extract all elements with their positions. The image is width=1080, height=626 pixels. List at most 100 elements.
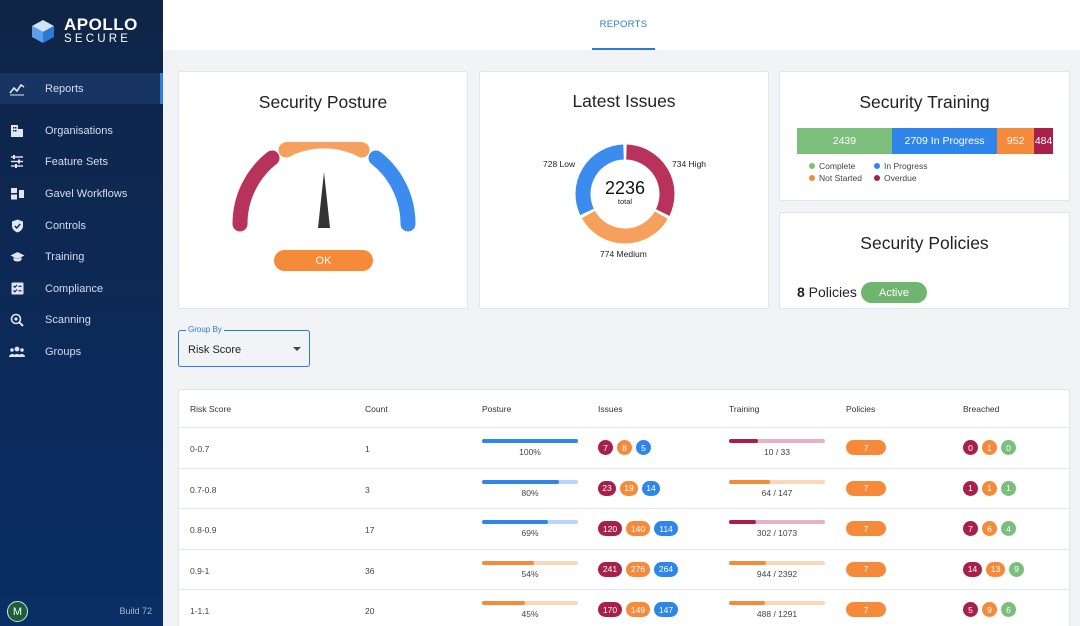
breached-badge[interactable]: 0 <box>1001 440 1016 455</box>
breached-badge[interactable]: 7 <box>963 521 978 536</box>
column-header-risk-score[interactable]: Risk Score <box>190 404 232 414</box>
legend-in-progress: In Progress <box>874 161 927 171</box>
brand-logo[interactable]: APOLLO SECURE <box>30 16 138 46</box>
policies-status-badge: Active <box>861 282 927 303</box>
issue-count-badge[interactable]: 7 <box>598 440 613 455</box>
sidebar-item-label: Groups <box>45 345 82 358</box>
issue-count-badge[interactable]: 140 <box>626 521 650 536</box>
issues-high-label: 734 High <box>672 159 707 169</box>
sidebar-item-training[interactable]: Training <box>0 241 163 272</box>
column-header-posture[interactable]: Posture <box>482 404 512 414</box>
security-posture-card: Security Posture OK <box>178 71 468 309</box>
breached-badge[interactable]: 1 <box>1001 480 1016 496</box>
sidebar-item-controls[interactable]: Controls <box>0 210 163 241</box>
sidebar-item-reports[interactable]: Reports <box>0 73 163 104</box>
training-bar <box>729 520 825 524</box>
building-icon <box>9 123 25 139</box>
issue-count-badge[interactable]: 241 <box>598 561 622 577</box>
column-header-training[interactable]: Training <box>729 404 760 414</box>
posture-bar <box>482 520 578 524</box>
issue-count-badge[interactable]: 264 <box>654 561 678 577</box>
breached-badge[interactable]: 1 <box>963 480 978 496</box>
posture-value: 54% <box>521 568 539 579</box>
legend-label: Complete <box>819 161 856 171</box>
sidebar-item-label: Reports <box>45 82 84 95</box>
column-header-issues[interactable]: Issues <box>598 404 623 414</box>
breached-badge[interactable]: 0 <box>963 440 978 455</box>
breached-badge[interactable]: 9 <box>1009 561 1024 577</box>
risk-score-cell: 0-0.7 <box>190 444 210 454</box>
training-bar-fill <box>729 601 766 605</box>
security-training-card: Security Training 2439 2709 In Progress … <box>779 71 1070 201</box>
checklist-icon <box>9 281 25 297</box>
breached-badge[interactable]: 13 <box>986 561 1005 577</box>
posture-status-button[interactable]: OK <box>274 250 373 271</box>
avatar[interactable]: M <box>7 601 28 622</box>
breached-badge[interactable]: 5 <box>963 602 978 617</box>
issue-count-badge[interactable]: 170 <box>598 602 622 617</box>
training-bar <box>729 560 825 565</box>
issue-count-badge[interactable]: 120 <box>598 521 622 536</box>
issue-count-badge[interactable]: 19 <box>620 480 638 496</box>
breached-badge[interactable]: 4 <box>1001 521 1016 536</box>
legend-label: In Progress <box>884 161 928 171</box>
table-row[interactable]: 0.7-0.8 3 80% 23 19 14 64 / 147 7 1 1 1 <box>179 467 1069 508</box>
issues-donut-chart <box>575 144 675 244</box>
table-row[interactable]: 1-1.1 20 45% 170 149 147 488 / 1291 7 5 9 6 <box>179 589 1069 626</box>
training-bar-fill <box>729 479 771 484</box>
breached-badge[interactable]: 6 <box>982 521 997 536</box>
table-row[interactable]: 0-0.7 1 100% 7 8 5 10 / 33 7 0 1 0 <box>179 427 1069 467</box>
sidebar-item-scanning[interactable]: Scanning <box>0 304 163 335</box>
issue-count-badge[interactable]: 23 <box>598 480 616 496</box>
training-value: 10 / 33 <box>764 447 790 457</box>
scan-search-icon <box>9 312 25 328</box>
workflow-icon <box>9 186 25 202</box>
policies-badge[interactable]: 7 <box>846 480 886 496</box>
issues-medium-label: 774 Medium <box>600 249 647 259</box>
column-header-policies[interactable]: Policies <box>846 404 876 414</box>
tab-reports[interactable]: REPORTS <box>592 0 655 50</box>
sidebar-item-label: Scanning <box>45 313 91 326</box>
training-segment-overdue: 484 <box>1034 128 1053 154</box>
donut-segment-low <box>575 144 625 216</box>
column-header-count[interactable]: Count <box>365 404 388 414</box>
group-by-select[interactable]: Group By Risk Score <box>178 325 310 367</box>
sidebar-item-gavel-workflows[interactable]: Gavel Workflows <box>0 178 163 209</box>
sidebar-item-feature-sets[interactable]: Feature Sets <box>0 146 163 177</box>
posture-value: 69% <box>521 528 539 538</box>
risk-score-cell: 0.7-0.8 <box>190 484 217 495</box>
posture-bar-fill <box>482 520 549 524</box>
issue-count-badge[interactable]: 276 <box>626 561 650 577</box>
training-value: 302 / 1073 <box>756 528 798 538</box>
sidebar-item-groups[interactable]: Groups <box>0 336 163 367</box>
table-row[interactable]: 0.8-0.9 17 69% 120 140 114 302 / 1073 7 7 6 4 <box>179 508 1069 548</box>
breached-badge[interactable]: 1 <box>982 480 997 496</box>
issue-count-badge[interactable]: 8 <box>617 440 632 455</box>
legend-label: Not Started <box>819 173 862 183</box>
training-value: 64 / 147 <box>761 487 793 498</box>
risk-score-cell: 0.8-0.9 <box>190 525 217 535</box>
policies-badge[interactable]: 7 <box>846 440 886 455</box>
policies-badge[interactable]: 7 <box>846 602 886 617</box>
issue-count-badge[interactable]: 149 <box>626 602 650 617</box>
breached-badge[interactable]: 6 <box>1001 602 1016 617</box>
issue-count-badge[interactable]: 114 <box>654 521 678 536</box>
breached-badge[interactable]: 1 <box>982 440 997 455</box>
legend-overdue: Overdue <box>874 173 917 183</box>
training-bar-fill <box>729 520 756 524</box>
gauge-needle <box>318 172 330 228</box>
policies-badge[interactable]: 7 <box>846 561 886 577</box>
policies-badge[interactable]: 7 <box>846 521 886 536</box>
issue-count-badge[interactable]: 5 <box>636 440 651 455</box>
breached-badge[interactable]: 14 <box>963 561 982 577</box>
table-row[interactable]: 0.9-1 36 54% 241 276 264 944 / 2392 7 14 13 9 <box>179 548 1069 589</box>
sidebar-item-organisations[interactable]: Organisations <box>0 115 163 146</box>
risk-score-table: Risk Score Count Posture Issues Training… <box>178 389 1070 626</box>
issue-count-badge[interactable]: 14 <box>642 480 660 496</box>
sidebar-item-compliance[interactable]: Compliance <box>0 273 163 304</box>
donut-segment-high <box>625 144 675 216</box>
posture-bar-fill <box>482 601 526 605</box>
issue-count-badge[interactable]: 147 <box>654 602 678 617</box>
column-header-breached[interactable]: Breached <box>963 404 1000 414</box>
breached-badge[interactable]: 9 <box>982 602 997 617</box>
